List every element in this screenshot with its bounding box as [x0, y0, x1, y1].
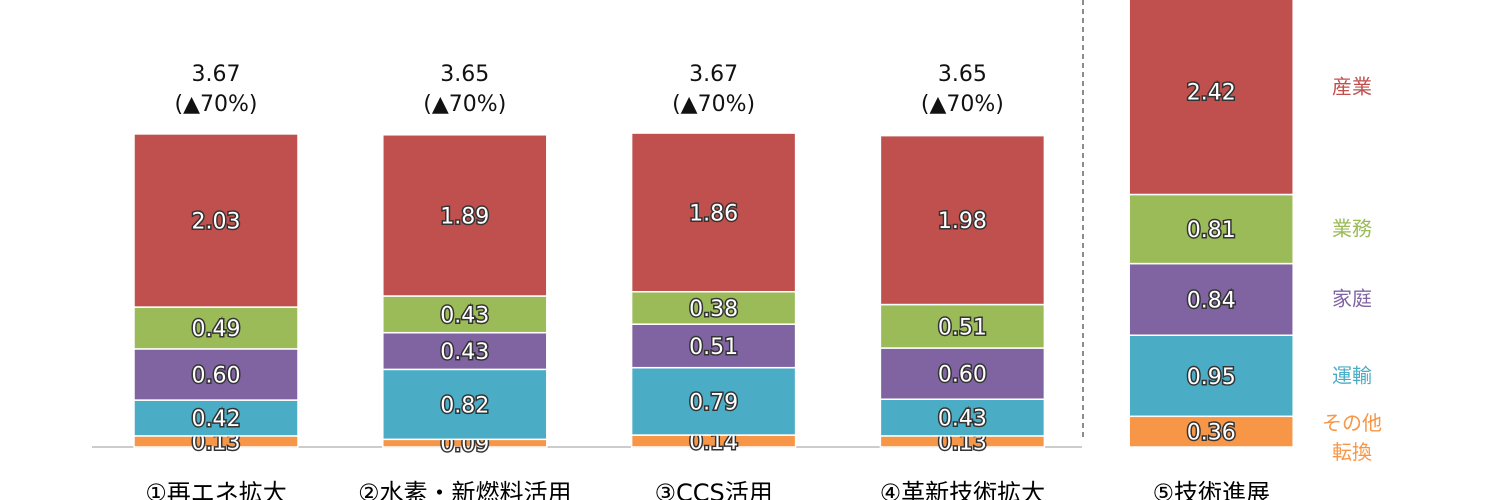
value-label: 0.60: [192, 363, 241, 388]
value-label: 1.98: [938, 209, 987, 234]
x-tick-label: ④革新技術拡大: [880, 479, 1046, 500]
bar-segment: [630, 290, 797, 325]
total-change-label: (▲70%): [672, 92, 755, 117]
legend-label: 運輸: [1332, 363, 1372, 388]
bar-segment: [1128, 262, 1294, 336]
value-label: 0.43: [440, 340, 489, 365]
bar-segment: [1128, 0, 1294, 196]
x-tick-label: ①再エネ拡大: [145, 479, 287, 500]
value-label: 1.89: [440, 204, 489, 229]
bar-segment: [1128, 334, 1294, 418]
value-label: 0.43: [440, 303, 489, 328]
total-label: 3.67: [689, 62, 738, 87]
bar-segment: [382, 368, 548, 441]
bar-segment: [382, 331, 548, 371]
value-label: 2.42: [1187, 80, 1236, 105]
bar-segment: [630, 323, 797, 369]
value-label: 0.38: [689, 297, 738, 322]
x-tick-label: ⑤技術進展: [1152, 479, 1270, 500]
bar-segment: [879, 303, 1046, 349]
value-label: 2.03: [192, 210, 241, 235]
bar-segment: [630, 366, 797, 436]
value-label: 0.42: [192, 407, 241, 432]
value-label: 0.81: [1187, 218, 1236, 243]
x-tick-label: ②水素・新燃料活用: [358, 479, 572, 500]
value-label: 0.36: [1187, 421, 1236, 446]
bar-segment: [879, 347, 1046, 400]
bar-segment: [133, 133, 299, 308]
bar-segment: [630, 132, 797, 293]
total-label: 3.65: [440, 62, 489, 87]
value-label: 0.95: [1187, 365, 1236, 390]
legend-label: 家庭: [1332, 286, 1372, 311]
bar-segment: [1128, 415, 1294, 448]
legend-label: 産業: [1332, 74, 1372, 99]
total-change-label: (▲70%): [175, 92, 258, 117]
value-label: 0.84: [1187, 288, 1236, 313]
total-label: 3.67: [192, 62, 241, 87]
value-label: 0.51: [689, 335, 738, 360]
value-label: 0.60: [938, 363, 987, 388]
bar-segment: [1128, 193, 1294, 265]
value-label: 0.49: [192, 317, 241, 342]
legend-label: その他 転換: [1322, 410, 1382, 464]
total-change-label: (▲70%): [423, 92, 506, 117]
bar-segment: [133, 399, 299, 437]
bar-segment: [879, 398, 1046, 437]
value-label: 1.86: [689, 201, 738, 226]
value-label: 0.82: [440, 393, 489, 418]
value-label: 0.51: [938, 315, 987, 340]
x-tick-label: ③CCS活用: [654, 479, 772, 500]
total-change-label: (▲70%): [921, 92, 1004, 117]
bar-segment: [382, 134, 548, 297]
legend-label: 業務: [1332, 216, 1372, 241]
bar-segment: [879, 134, 1046, 306]
value-label: 0.79: [689, 390, 738, 415]
total-label: 3.65: [938, 62, 987, 87]
value-label: 0.43: [938, 407, 987, 432]
